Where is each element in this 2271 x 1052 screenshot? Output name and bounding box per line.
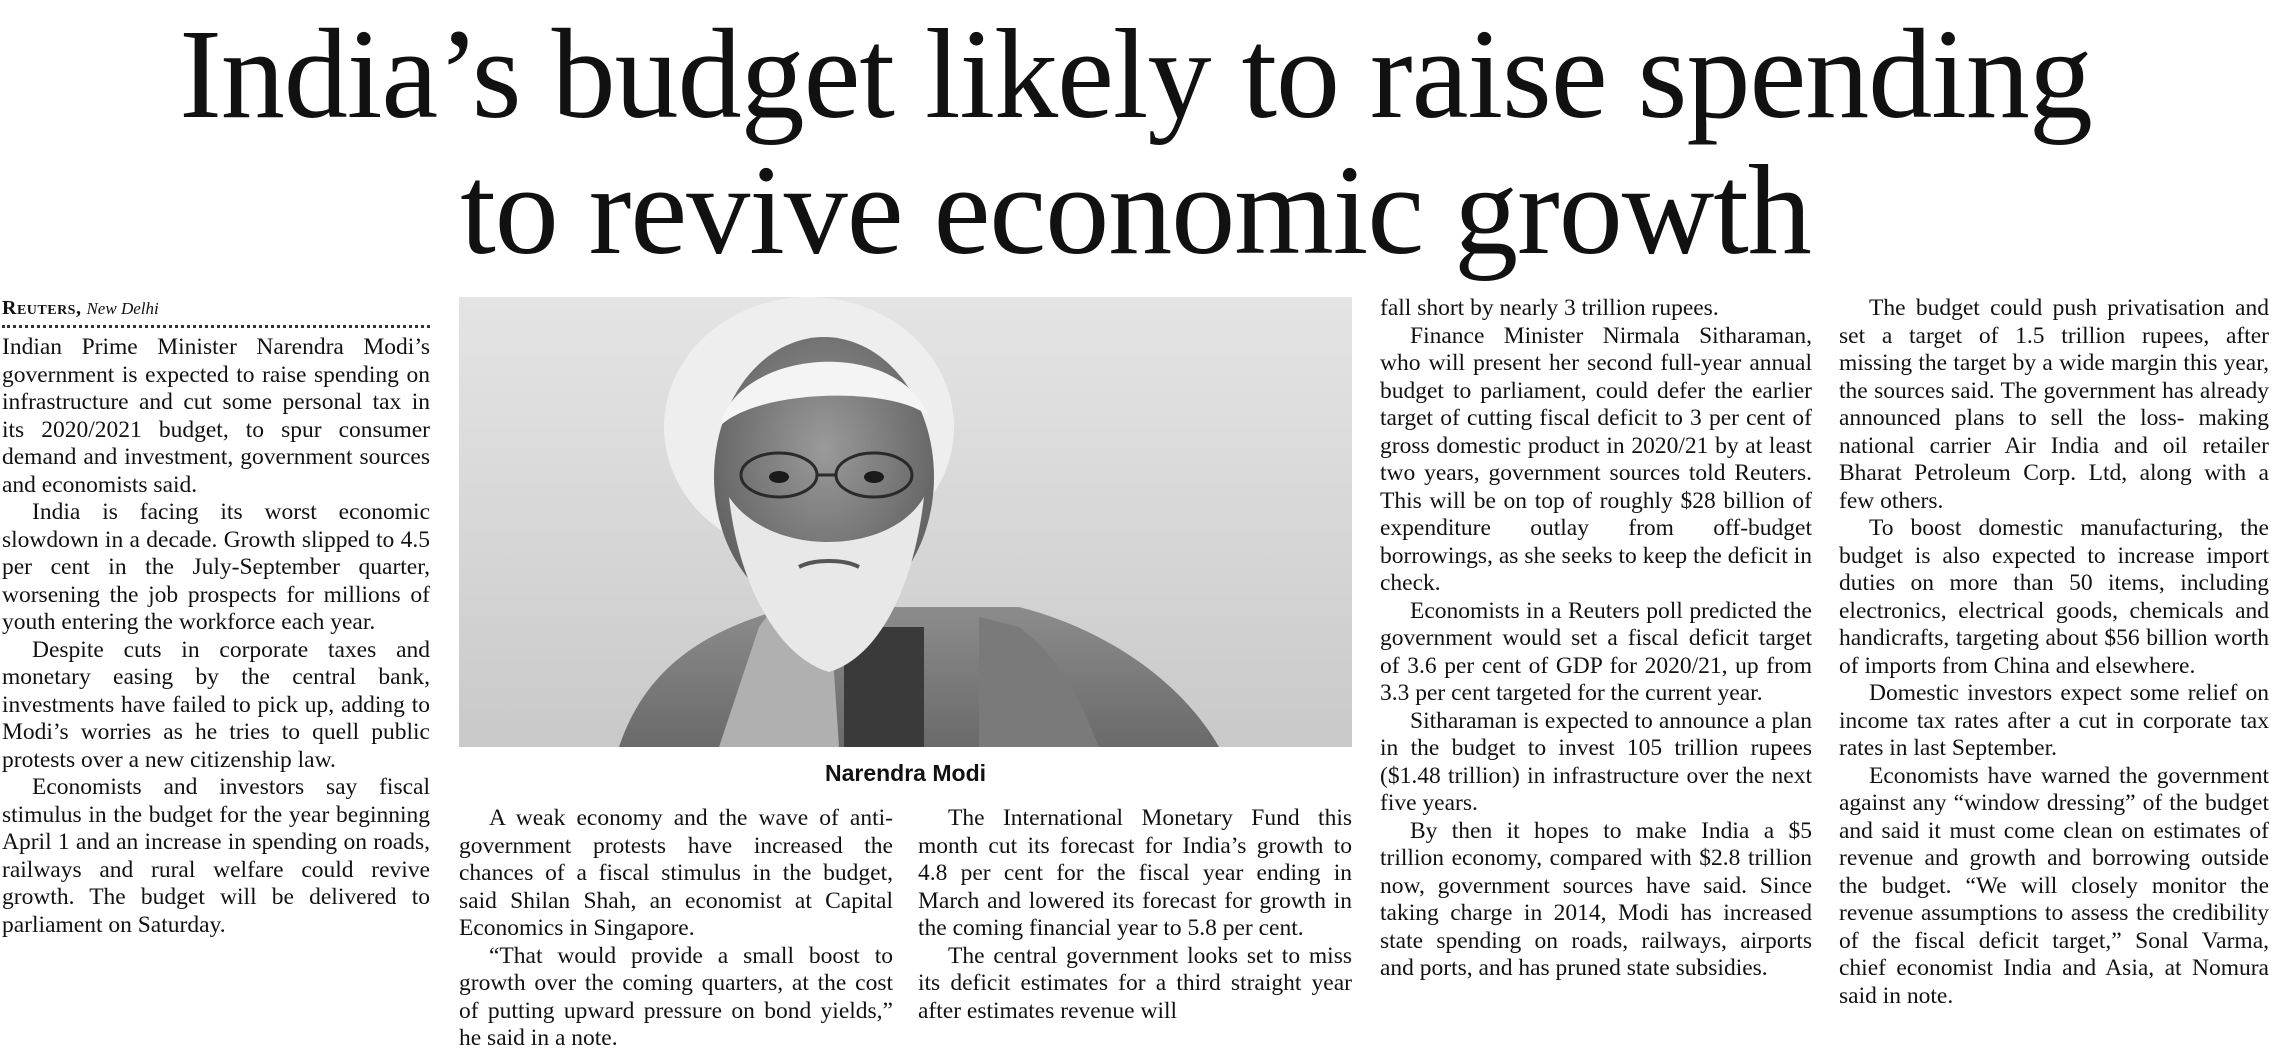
paragraph: Despite cuts in corporate taxes and mone… xyxy=(2,636,430,773)
dotted-divider xyxy=(2,325,430,328)
byline: Reuters, New Delhi xyxy=(2,296,430,321)
paragraph: Sitharaman is expected to announce a pla… xyxy=(1380,707,1812,817)
photo-caption: Narendra Modi xyxy=(824,760,987,786)
paragraph: India is facing its worst economic slowd… xyxy=(2,499,430,635)
paragraph: The budget could push privatisation and … xyxy=(1839,295,2269,514)
paragraph: To boost domestic manufacturing, the bud… xyxy=(1839,515,2269,679)
paragraph: “That would provide a small boost to gro… xyxy=(459,942,893,1052)
article-column-2: A weak economy and the wave of anti-gove… xyxy=(459,805,893,1052)
paragraph: Economists in a Reuters poll predicted t… xyxy=(1380,597,1812,707)
paragraph: Economists have warned the government ag… xyxy=(1839,762,2269,1009)
news-photo xyxy=(459,297,1352,747)
paragraph: Domestic investors expect some relief on… xyxy=(1839,680,2269,761)
paragraph: By then it hopes to make India a $5 tril… xyxy=(1380,817,1812,982)
paragraph: Economists and investors say fiscal stim… xyxy=(2,774,430,938)
paragraph: Finance Minister Nirmala Sitharaman, who… xyxy=(1380,322,1812,597)
article-column-1: Reuters, New Delhi Indian Prime Minister… xyxy=(2,296,430,1052)
byline-place: New Delhi xyxy=(86,299,159,318)
byline-agency: Reuters, xyxy=(2,297,82,319)
article-column-4: fall short by nearly 3 trillion rupees. … xyxy=(1380,295,1812,1052)
paragraph: A weak economy and the wave of anti-gove… xyxy=(459,805,893,941)
headline-line-2: to revive economic growth xyxy=(460,139,1812,281)
article-column-5: The budget could push privatisation and … xyxy=(1839,295,2269,1052)
paragraph: Indian Prime Minister Narendra Modi’s go… xyxy=(2,334,430,498)
paragraph: The International Monetary Fund this mon… xyxy=(918,805,1352,941)
headline: India’s budget likely to raise spending … xyxy=(0,6,2271,278)
paragraph: fall short by nearly 3 trillion rupees. xyxy=(1380,295,1719,321)
headline-line-1: India’s budget likely to raise spending xyxy=(179,3,2093,145)
paragraph: The central government looks set to miss… xyxy=(918,942,1352,1024)
portrait-illustration xyxy=(619,297,1219,747)
article-column-3: The International Monetary Fund this mon… xyxy=(918,805,1352,1052)
